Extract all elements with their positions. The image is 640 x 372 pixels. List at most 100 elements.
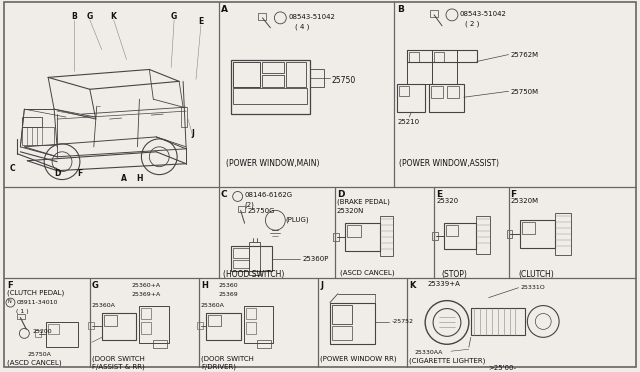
Text: (POWER WINDOW,MAIN): (POWER WINDOW,MAIN) xyxy=(226,159,319,168)
Bar xyxy=(471,308,525,335)
Text: ( 1 ): ( 1 ) xyxy=(17,308,29,314)
Text: B: B xyxy=(397,5,404,14)
Text: 08543-51042: 08543-51042 xyxy=(288,14,335,20)
Bar xyxy=(102,312,136,340)
Text: 25360P: 25360P xyxy=(302,256,328,262)
Text: A: A xyxy=(221,5,228,14)
Bar xyxy=(48,324,59,334)
Text: 25320N: 25320N xyxy=(337,208,364,214)
Text: G: G xyxy=(92,281,99,290)
Text: (BRAKE PEDAL): (BRAKE PEDAL) xyxy=(337,198,390,205)
Text: >25'00-: >25'00- xyxy=(489,365,516,371)
Text: K: K xyxy=(111,12,116,21)
Text: E: E xyxy=(198,17,204,26)
Text: N: N xyxy=(8,299,12,304)
Text: (ASCD CANCEL): (ASCD CANCEL) xyxy=(340,270,394,276)
Bar xyxy=(432,49,457,84)
Bar xyxy=(347,225,361,237)
Text: (POWER WINDOW,ASSIST): (POWER WINDOW,ASSIST) xyxy=(399,159,499,168)
Text: A: A xyxy=(120,174,127,183)
Bar xyxy=(555,213,571,255)
Text: H: H xyxy=(201,281,208,290)
Bar xyxy=(410,52,419,61)
Text: D: D xyxy=(54,169,60,178)
Bar xyxy=(380,216,394,256)
Bar xyxy=(46,323,78,347)
Text: E: E xyxy=(436,190,442,199)
Text: J: J xyxy=(191,129,195,138)
Text: F: F xyxy=(77,169,83,178)
Bar xyxy=(233,248,248,258)
Bar xyxy=(431,86,443,98)
Bar xyxy=(332,305,352,324)
Bar xyxy=(197,323,203,329)
Bar xyxy=(330,302,374,344)
Text: (DOOR SWITCH: (DOOR SWITCH xyxy=(92,355,145,362)
Bar xyxy=(35,330,41,337)
Text: 08543-51042: 08543-51042 xyxy=(460,11,507,17)
Bar xyxy=(444,223,476,249)
Bar xyxy=(259,13,266,20)
Text: 25320: 25320 xyxy=(436,198,458,205)
Text: (PLUG): (PLUG) xyxy=(285,216,309,223)
Text: 25339+A: 25339+A xyxy=(427,281,460,287)
Bar xyxy=(17,314,26,320)
Text: F/ASSIST & RR): F/ASSIST & RR) xyxy=(92,363,145,370)
Text: G: G xyxy=(86,12,93,21)
Text: 25750G: 25750G xyxy=(248,208,275,214)
Text: 25360: 25360 xyxy=(219,283,239,288)
Bar xyxy=(246,323,255,334)
Bar xyxy=(22,127,54,145)
Text: 25210: 25210 xyxy=(397,119,419,125)
Bar xyxy=(140,305,169,343)
Text: B: B xyxy=(71,12,77,21)
Text: J: J xyxy=(320,281,323,290)
Bar xyxy=(230,246,273,271)
Text: 08911-34010: 08911-34010 xyxy=(17,299,58,305)
Bar xyxy=(257,340,271,348)
Bar xyxy=(434,52,444,61)
Bar xyxy=(262,61,284,73)
Text: ( 2 ): ( 2 ) xyxy=(465,21,479,27)
Bar xyxy=(237,206,244,212)
Bar xyxy=(244,305,273,343)
Bar xyxy=(286,61,306,87)
Text: G: G xyxy=(171,12,177,21)
Text: C: C xyxy=(10,164,15,173)
Text: (CLUTCH): (CLUTCH) xyxy=(518,270,554,279)
Text: 25762M: 25762M xyxy=(511,52,539,58)
Text: F: F xyxy=(8,281,13,290)
Bar xyxy=(430,10,438,17)
Bar xyxy=(399,86,410,96)
Text: (ASCD CANCEL): (ASCD CANCEL) xyxy=(8,359,62,366)
Text: F: F xyxy=(511,190,516,199)
Text: H: H xyxy=(136,174,143,183)
Bar xyxy=(520,220,555,248)
Bar xyxy=(397,84,425,112)
Text: D: D xyxy=(337,190,344,199)
Text: 25360A: 25360A xyxy=(92,302,116,308)
Text: 25369+A: 25369+A xyxy=(131,292,161,297)
Bar xyxy=(446,225,458,236)
Bar xyxy=(141,323,151,334)
Text: (CLUTCH PEDAL): (CLUTCH PEDAL) xyxy=(8,290,65,296)
Text: (CIGARETTE LIGHTER): (CIGARETTE LIGHTER) xyxy=(410,357,486,364)
Bar xyxy=(208,314,221,326)
Bar xyxy=(141,308,151,320)
Bar xyxy=(206,312,241,340)
Bar xyxy=(429,84,464,112)
Bar xyxy=(248,242,260,275)
Bar xyxy=(333,233,339,241)
Bar xyxy=(262,76,284,87)
Bar xyxy=(310,70,324,87)
Text: ( 4 ): ( 4 ) xyxy=(295,24,310,30)
Bar xyxy=(230,60,310,114)
Text: (STOP): (STOP) xyxy=(441,270,467,279)
Text: 25360+A: 25360+A xyxy=(131,283,161,288)
Bar xyxy=(407,49,477,61)
Text: (2): (2) xyxy=(244,201,255,208)
Bar xyxy=(522,222,535,234)
Bar xyxy=(181,107,187,127)
Bar xyxy=(233,260,248,268)
Text: 25750M: 25750M xyxy=(511,89,539,95)
